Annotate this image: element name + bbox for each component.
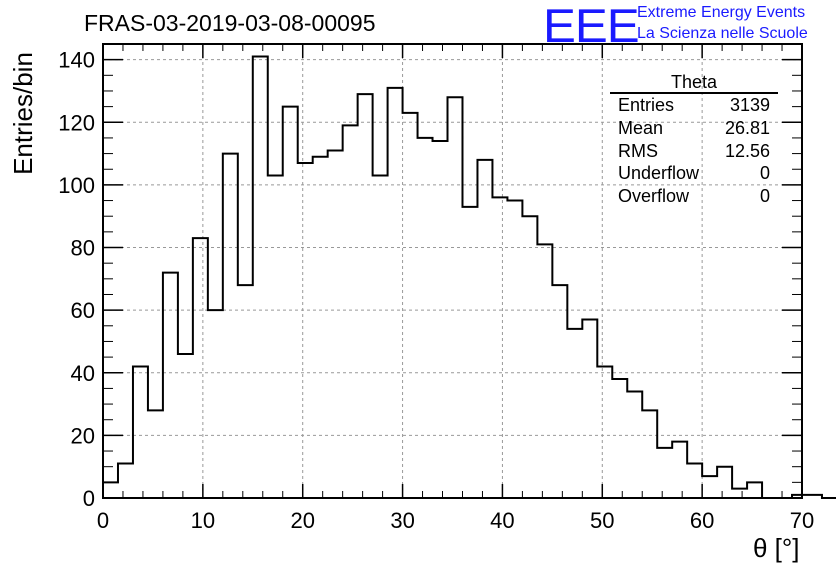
y-tick-label: 60 (71, 298, 95, 323)
histogram-bin (283, 107, 298, 498)
stats-row-mean: Mean 26.81 (610, 117, 778, 140)
stats-row-overflow: Overflow 0 (610, 185, 778, 208)
x-tick-label: 0 (97, 508, 109, 533)
chart-title: FRAS-03-2019-03-08-00095 (84, 10, 376, 36)
histogram-outline (103, 55, 836, 499)
histogram-bin (403, 113, 418, 498)
stats-value: 3139 (729, 95, 770, 115)
y-tick-label: 20 (71, 423, 95, 448)
histogram-bin (522, 216, 537, 498)
y-tick-label: 0 (83, 486, 95, 511)
histogram-bin (418, 138, 433, 498)
logo-tagline-2: La Scienza nelle Scuole (637, 25, 808, 42)
stats-row-rms: RMS 12.56 (610, 140, 778, 163)
histogram-bin (642, 410, 657, 498)
histogram-bin (208, 310, 223, 498)
x-tick-label: 60 (690, 508, 714, 533)
stats-row-underflow: Underflow 0 (610, 162, 778, 185)
logo-tagline-1: Extreme Energy Events (637, 4, 806, 21)
histogram-bin (193, 238, 208, 498)
histogram-bin (103, 482, 118, 498)
stats-value: 0 (759, 163, 770, 184)
histogram-bin (298, 163, 313, 498)
stats-value: 0 (759, 186, 770, 207)
y-tick-label: 40 (71, 361, 95, 386)
y-tick-label: 80 (71, 236, 95, 261)
x-tick-label: 30 (390, 508, 414, 533)
histogram-bin (358, 94, 373, 498)
plot-frame (102, 43, 803, 499)
stats-label: Entries (618, 95, 675, 115)
histogram-bin (148, 410, 163, 498)
histogram-bin (373, 176, 388, 498)
histogram-bin (433, 141, 448, 498)
x-tick-label: 50 (590, 508, 614, 533)
stats-label: Overflow (618, 186, 690, 207)
eee-logo: EEE (543, 0, 640, 52)
histogram-bin (552, 285, 567, 498)
x-tick-label: 10 (191, 508, 215, 533)
y-tick-label: 120 (58, 110, 95, 135)
histogram-bin (537, 244, 552, 498)
histogram-bin (178, 354, 193, 498)
histogram-bin (462, 207, 477, 498)
tick-labels: 0 10 20 30 40 50 60 70 0 20 40 60 80 100 120 140 (58, 48, 814, 533)
histogram-bin (343, 125, 358, 498)
stats-label: Mean (618, 117, 664, 138)
stats-value: 12.56 (724, 140, 770, 161)
histogram-bin (717, 467, 732, 498)
stats-label: Underflow (618, 163, 700, 184)
histogram-bin (133, 366, 148, 498)
histogram-bin (223, 154, 238, 498)
stats-title: Theta (610, 72, 778, 94)
stats-box: Theta Entries 3139 Mean 26.81 RMS 12.56 … (610, 72, 778, 208)
histogram-bin (313, 157, 328, 498)
x-tick-label: 20 (290, 508, 314, 533)
histogram-bin (567, 329, 582, 498)
histogram-bin (612, 379, 627, 498)
y-tick-label: 100 (58, 173, 95, 198)
y-tick-label: 140 (58, 48, 95, 73)
histogram-bin (657, 448, 672, 498)
x-axis-label: θ [°] (753, 533, 800, 563)
histogram-bin (163, 273, 178, 498)
histogram-bin (328, 150, 343, 498)
histogram-bin (507, 201, 522, 498)
stats-value: 26.81 (724, 117, 770, 138)
histogram-bin (477, 160, 492, 498)
y-axis-label: Entries/bin (7, 52, 38, 175)
histogram-bin (388, 88, 403, 498)
histogram-bin (582, 320, 597, 498)
histogram-bin (702, 476, 717, 498)
histogram-bin (747, 482, 762, 498)
histogram-bin (732, 489, 747, 498)
histogram-bin (492, 197, 507, 498)
histogram-bin (253, 57, 268, 498)
histogram-bin (627, 392, 642, 498)
histogram-bin (118, 464, 133, 498)
x-tick-label: 70 (790, 508, 814, 533)
histogram-bin (448, 97, 463, 498)
stats-label: RMS (618, 140, 658, 161)
histogram-bin (672, 442, 687, 498)
histogram-bin (238, 285, 253, 498)
histogram-bin (597, 366, 612, 498)
x-tick-label: 40 (490, 508, 514, 533)
stats-row-entries: Entries 3139 (610, 94, 778, 117)
histogram-bin (268, 176, 283, 498)
histogram-bars (103, 55, 836, 499)
histogram-bin (687, 464, 702, 498)
